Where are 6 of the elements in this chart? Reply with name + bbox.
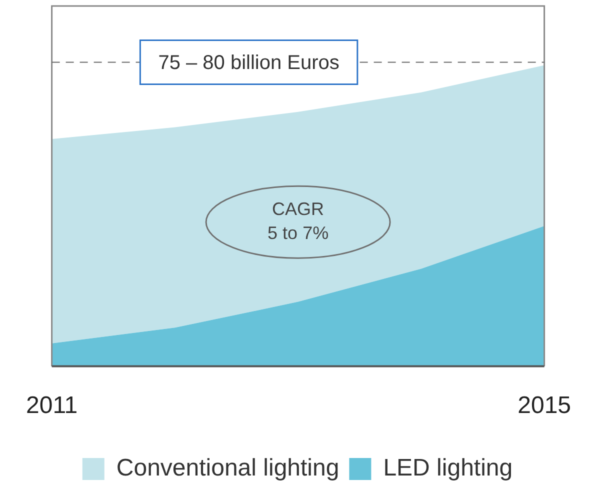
ref-line-label: 75 – 80 billion Euros (158, 52, 340, 74)
legend-label: LED lighting (383, 454, 513, 482)
x-tick-label: 2011 (26, 392, 78, 420)
x-tick-label: 2015 (518, 392, 571, 420)
legend-label: Conventional lighting (116, 454, 340, 482)
annotation: CAGR 5 to 7% (268, 199, 329, 244)
